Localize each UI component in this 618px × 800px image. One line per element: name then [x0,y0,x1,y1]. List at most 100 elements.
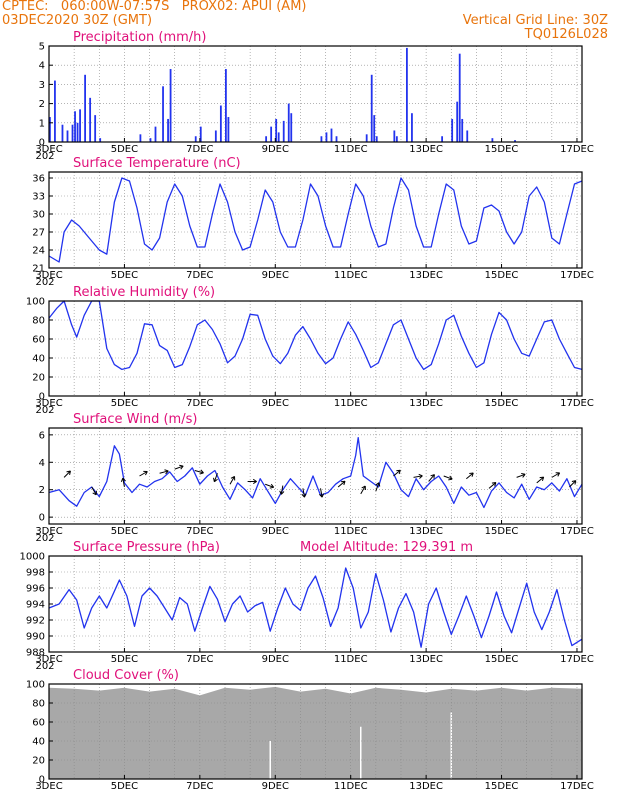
precip-bar-36 [370,74,373,142]
cloud-ytick-label: 20 [32,756,45,767]
cloud-xtick-label: 9DEC [262,781,289,792]
wind-ytick-label: 2 [39,485,45,496]
wind-ytick-label: 4 [39,458,45,469]
precip-xtick-label: 5DEC [111,144,138,155]
cloud-xtick-label: 7DEC [186,781,213,792]
rh-ytick-label: 100 [26,297,45,308]
temp-xtick-label: 9DEC [262,270,289,281]
rh-ytick-label: 0 [39,392,45,403]
cloud-ytick-label: 60 [32,718,45,729]
precip-bar-33 [330,128,333,142]
pres-xtick-label: 17DEC [560,654,594,665]
wind-arrow-26 [569,480,577,488]
precip-bar-43 [441,136,444,142]
pres-ytick-label: 998 [26,568,45,579]
pres-ytick-label: 988 [26,648,45,659]
cloud-xtick-label: 15DEC [485,781,519,792]
wind-xtick-label: 13DEC [409,526,443,537]
wind-arrow-11 [279,485,285,495]
rh-xtick-label: 3DEC [35,398,62,409]
precip-xtick-label: 15DEC [485,144,519,155]
precip-bar-8 [84,74,86,142]
precip-bar-12 [139,134,142,142]
wind-arrow-25 [551,472,561,478]
precip-bar-1 [54,80,56,142]
precip-bar-37 [373,115,376,142]
pres-xtick-label: 3DEC [35,654,62,665]
precip-bar-20 [214,130,217,142]
temp-x-sublabel: 202 [35,277,54,288]
wind-arrow-16 [375,482,381,492]
precip-bar-45 [456,101,459,142]
cloud-panel: 0 20 40 60 80 100 3DEC 5DEC 7DEC 9DEC 11DEC 13DEC 15… [26,668,594,792]
pres-x-sublabel: 202 [35,661,54,672]
cloud-ytick-label: 100 [26,680,45,691]
precip-bar-9 [89,97,92,142]
rh-x-sublabel: 202 [35,405,54,416]
wind-arrow-9 [247,478,257,485]
wind-arrow-1 [91,486,97,496]
precip-bar-35 [365,134,368,142]
precip-xtick-label: 7DEC [186,144,213,155]
cloud-title: Cloud Cover (%) [73,668,179,683]
pres-ytick-label: 996 [26,584,45,595]
wind-arrow-15 [360,485,366,495]
wind-arrow-2 [120,477,126,488]
header-line1: CPTEC: 060:00W-07:57S PROX02: APUI (AM) [2,0,307,14]
cloud-xtick-label: 11DEC [334,781,368,792]
precip-xtick-label: 9DEC [262,144,289,155]
wind-arrow-20 [443,475,453,481]
precip-bar-40 [395,136,398,142]
temp-ytick-label: 27 [32,228,45,239]
precip-bar-16 [167,118,169,142]
temp-ytick-label: 30 [32,210,45,221]
precip-bar-14 [154,126,157,142]
pres-ytick-label: 994 [26,600,45,611]
rh-xtick-label: 5DEC [111,398,138,409]
precip-bar-46 [458,53,461,142]
precip-xtick-label: 3DEC [35,144,62,155]
precip-ytick-label: 3 [39,80,45,91]
temp-line [48,177,583,263]
wind-arrow-13 [319,488,325,498]
wind-plot-bg [49,428,582,524]
precip-bar-44 [451,118,454,142]
precip-bar-26 [275,118,278,142]
rh-ytick-label: 20 [32,373,45,384]
wind-xtick-label: 5DEC [111,526,138,537]
precip-bar-11 [99,138,102,142]
wind-xtick-label: 15DEC [485,526,519,537]
precip-x-sublabel: 202 [35,151,54,162]
wind-arrow-22 [488,482,497,489]
wind-xtick-label: 11DEC [334,526,368,537]
precip-xtick-label: 13DEC [409,144,443,155]
precip-bar-27 [277,132,280,142]
wind-arrow-10 [265,483,275,489]
precip-bar-15 [162,86,164,142]
precip-bar-39 [393,130,396,142]
wind-arrow-0 [63,470,71,478]
wind-arrow-7 [213,473,218,483]
temp-frame [48,171,583,269]
precip-bar-41 [406,47,408,142]
wind-arrow-14 [337,480,346,488]
wind-x-sublabel: 202 [35,533,54,544]
precip-bar-3 [66,130,69,142]
wind-arrow-21 [466,472,474,480]
precip-bar-48 [466,130,469,142]
temp-plot-bg [49,172,582,268]
temp-xtick-label: 7DEC [186,270,213,281]
wind-xtick-label: 9DEC [262,526,289,537]
precip-bar-7 [79,109,81,142]
precip-bar-18 [194,136,197,142]
precip-bar-49 [491,138,494,142]
precip-bar-34 [335,136,338,142]
precip-ytick-label: 5 [39,42,45,53]
wind-ytick-label: 6 [39,430,45,441]
wind-xtick-label: 17DEC [560,526,594,537]
wind-arrow-17 [393,469,401,477]
precip-ytick-label: 4 [39,61,45,72]
temp-xtick-label: 11DEC [334,270,368,281]
precip-ytick-label: 1 [39,118,45,129]
temp-xtick-label: 15DEC [485,270,519,281]
